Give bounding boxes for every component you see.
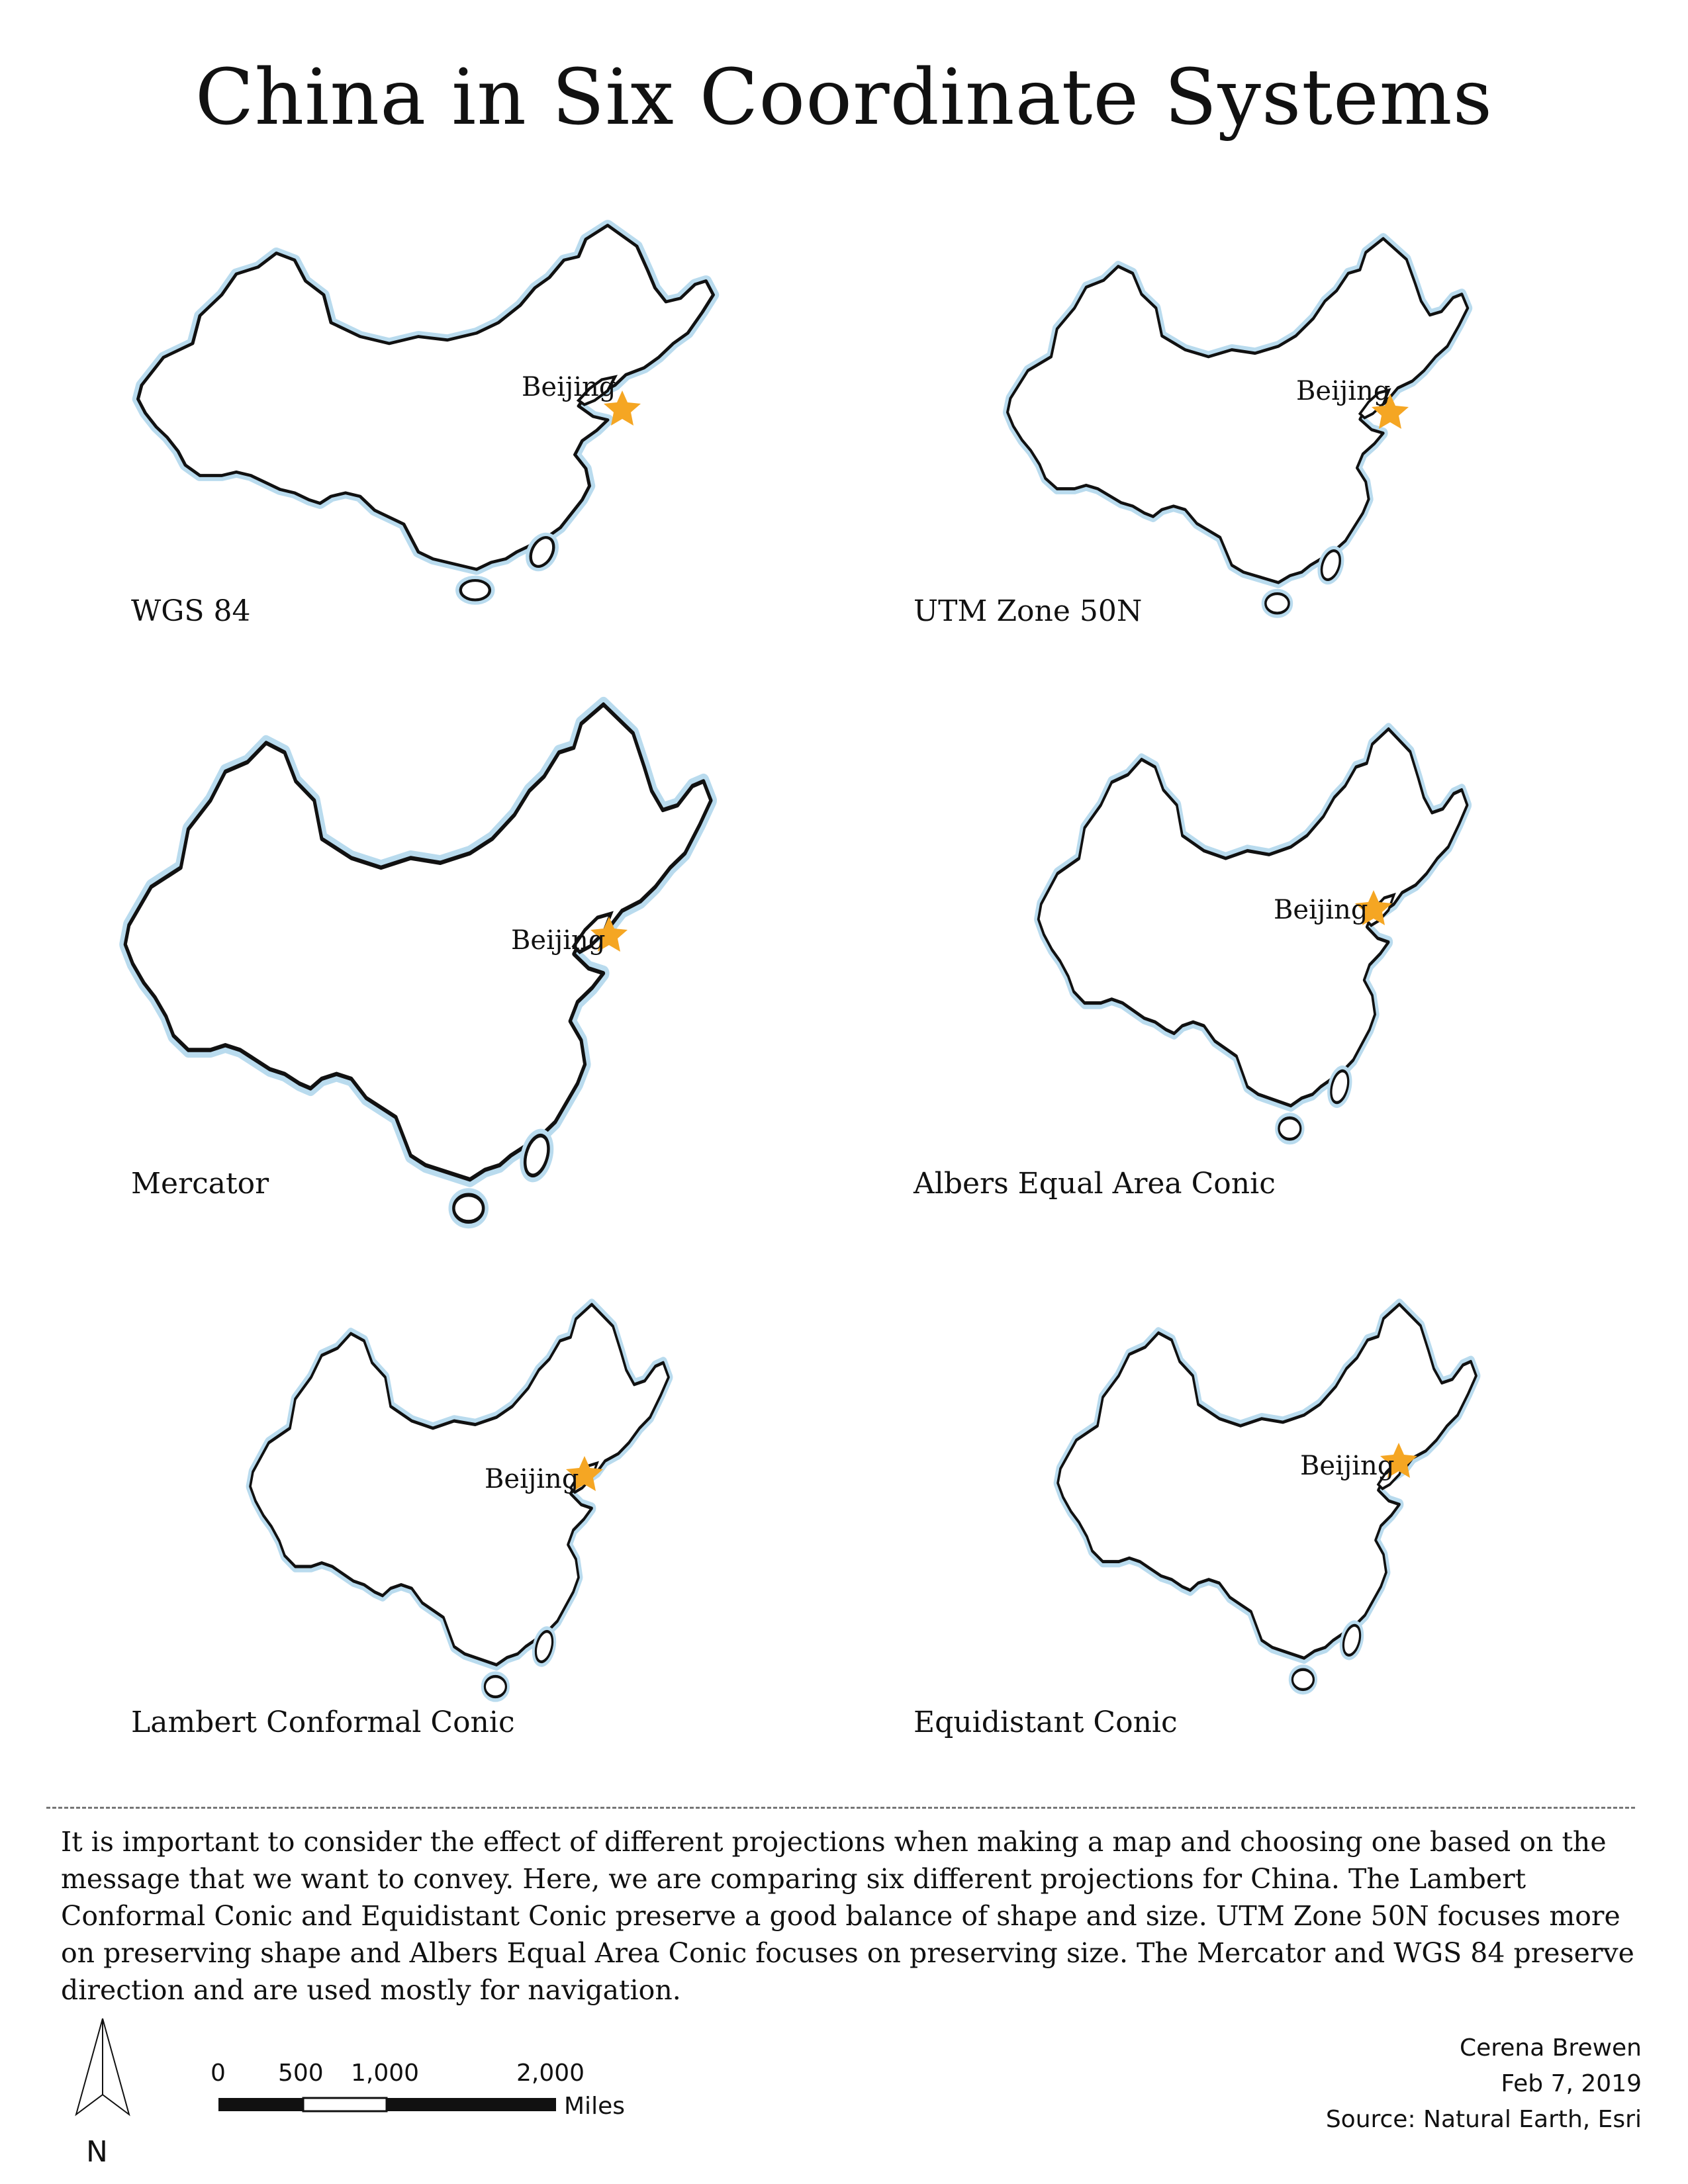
- china-outline: [113, 218, 841, 649]
- north-letter: N: [86, 2135, 108, 2169]
- beijing-label: Beijing: [522, 372, 616, 402]
- section-divider: [46, 1807, 1635, 1809]
- beijing-star-icon: [566, 1456, 603, 1491]
- beijing-star-icon: [1372, 394, 1409, 429]
- beijing-star-icon: [1380, 1443, 1417, 1478]
- scale-tick-2000: 2,000: [516, 2060, 585, 2087]
- scale-tick-1000: 1,000: [351, 2060, 420, 2087]
- map-panel-lambert: Beijing: [232, 1297, 761, 1721]
- scale-unit-label: Miles: [564, 2093, 625, 2120]
- projection-label-wgs84: WGS 84: [131, 594, 251, 628]
- china-outline: [1019, 721, 1562, 1171]
- beijing-label: Beijing: [1300, 1451, 1395, 1481]
- beijing-star-icon: [604, 390, 641, 426]
- scale-tick-500: 500: [278, 2060, 324, 2087]
- beijing-label: Beijing: [511, 925, 606, 956]
- beijing-star-icon: [1355, 890, 1392, 925]
- china-outline: [1039, 1297, 1569, 1721]
- projection-label-mercator: Mercator: [131, 1167, 269, 1201]
- map-panel-mercator: Beijing: [99, 695, 861, 1238]
- map-title: China in Six Coordinate Systems: [195, 53, 1493, 142]
- beijing-label: Beijing: [1296, 376, 1391, 406]
- china-outline: [232, 1297, 761, 1721]
- scale-bar-graphic: [218, 2097, 556, 2113]
- projection-label-lambert: Lambert Conformal Conic: [131, 1706, 515, 1739]
- author-label: Cerena Brewen: [1459, 2034, 1642, 2062]
- credits: Cerena Brewen Feb 7, 2019 Source: Natura…: [1326, 2030, 1642, 2138]
- source-label: Source: Natural Earth, Esri: [1325, 2106, 1642, 2133]
- beijing-label: Beijing: [485, 1464, 579, 1494]
- map-panel-utm: Beijing: [993, 218, 1589, 649]
- scale-tick-0: 0: [211, 2060, 226, 2087]
- china-outline: [993, 218, 1589, 649]
- date-label: Feb 7, 2019: [1501, 2070, 1642, 2097]
- beijing-label: Beijing: [1274, 895, 1368, 925]
- description-text: It is important to consider the effect o…: [61, 1826, 1634, 2006]
- beijing-star-icon: [590, 917, 628, 952]
- map-panel-wgs84: Beijing: [113, 218, 841, 649]
- china-outline: [99, 695, 861, 1238]
- projection-label-utm: UTM Zone 50N: [914, 594, 1143, 628]
- map-panel-equidistant: Beijing: [1039, 1297, 1569, 1721]
- map-panel-albers: Beijing: [1019, 721, 1562, 1171]
- projection-label-equidistant: Equidistant Conic: [914, 1706, 1178, 1739]
- projection-label-albers: Albers Equal Area Conic: [914, 1167, 1276, 1201]
- north-arrow-icon: [75, 2018, 130, 2116]
